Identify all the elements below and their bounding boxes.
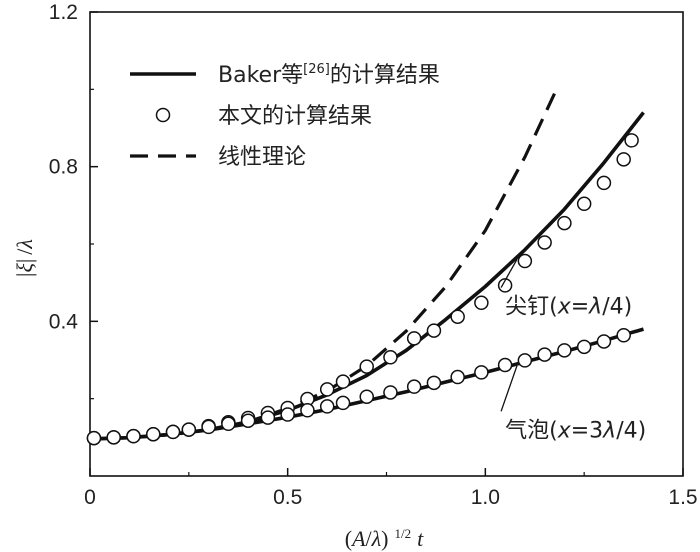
legend-entry-label: 线性理论 (218, 145, 306, 170)
data-point (576, 196, 592, 212)
data-point (576, 339, 592, 355)
data-point (106, 430, 121, 445)
legend-swatch-circle (155, 107, 171, 123)
data-point (146, 426, 161, 442)
data-point (537, 347, 552, 362)
data-point (335, 395, 351, 411)
data-point (201, 419, 216, 435)
data-point (221, 416, 236, 432)
data-point (596, 334, 612, 349)
data-point (616, 328, 631, 343)
annotation-leader (500, 259, 518, 288)
data-point (280, 407, 295, 422)
data-point (450, 309, 465, 324)
series-layer (86, 88, 645, 446)
y-ticks: 0.4 0.8 1.2 (49, 1, 98, 400)
x-ticks: 0 0.5 1.0 1.5 (84, 468, 698, 509)
annotation-label: 尖钉(x=λ/4) (505, 295, 632, 320)
annotation-label: 气泡(x=3λ/4) (505, 418, 646, 443)
annotation-layer: 尖钉(x=λ/4) 气泡(x=3λ/4) (500, 259, 646, 443)
data-point (426, 323, 442, 338)
data-point (624, 133, 639, 148)
axes: 0 0.5 1.0 1.5 0.4 0.8 1.2 (49, 1, 698, 509)
data-point (240, 413, 256, 428)
data-point (383, 385, 398, 400)
data-point (450, 369, 465, 385)
data-point (406, 379, 422, 394)
legend-entry-label: Baker等[26]的计算结果 (218, 62, 440, 88)
data-point (537, 235, 552, 250)
data-point (474, 295, 489, 311)
data-point (406, 331, 422, 346)
x-tick-label: 0 (84, 486, 96, 509)
y-tick-label: 1.2 (49, 1, 78, 24)
data-point (165, 424, 181, 440)
data-point (181, 422, 197, 437)
annotation-leader (500, 365, 518, 412)
data-point (557, 215, 572, 231)
data-point (596, 175, 612, 191)
series-line-dashed (247, 88, 558, 424)
data-point (335, 374, 351, 389)
y-tick-label: 0.4 (49, 310, 79, 333)
data-point (86, 430, 102, 446)
data-point (497, 278, 513, 293)
data-point (383, 350, 398, 365)
y-tick-label: 0.8 (49, 156, 78, 179)
data-point (517, 253, 533, 269)
data-point (616, 152, 631, 167)
data-point (426, 375, 442, 391)
data-point (474, 365, 489, 380)
legend-entry-label: 本文的计算结果 (218, 104, 372, 129)
y-axis-label: |ξ|/λ (12, 239, 37, 277)
x-tick-label: 0.5 (273, 486, 302, 509)
data-point (126, 428, 141, 444)
data-point (497, 357, 513, 373)
x-axis-label: (A/λ) 1/2 t (345, 526, 424, 551)
data-point (260, 410, 276, 425)
data-point (359, 359, 374, 374)
data-point (300, 403, 315, 418)
data-point (557, 343, 572, 358)
data-point (517, 353, 533, 368)
data-point (359, 389, 374, 404)
x-tick-label: 1.5 (668, 486, 697, 509)
x-tick-label: 1.0 (471, 486, 500, 509)
data-point (319, 399, 335, 414)
data-point (319, 382, 335, 397)
